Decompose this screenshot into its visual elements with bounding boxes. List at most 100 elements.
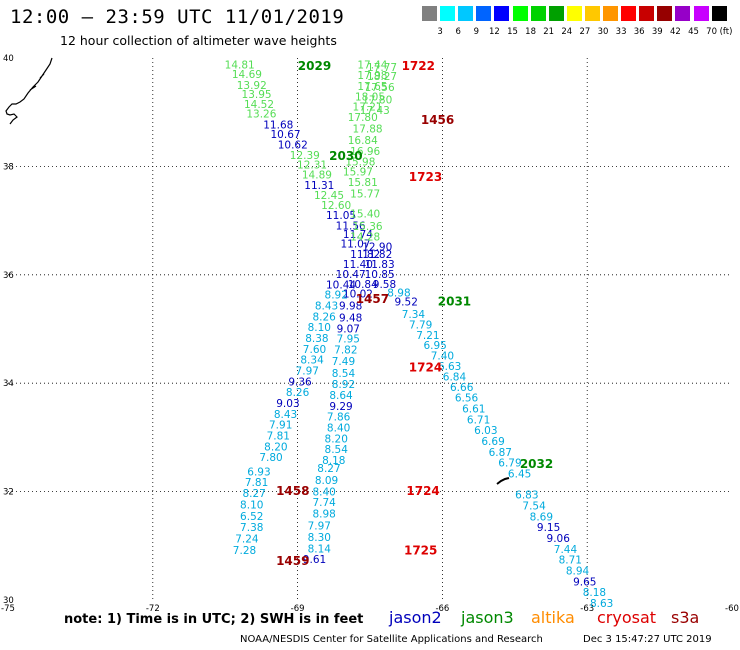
pass-number-label: 1722 xyxy=(402,59,435,73)
colorbar-swatch xyxy=(512,6,528,21)
wave-height-label: 8.20 xyxy=(264,441,287,453)
wave-height-label: 8.63 xyxy=(590,598,613,610)
wave-height-label: 11.56 xyxy=(336,220,366,232)
lat-tick-label: 32 xyxy=(3,488,14,498)
wave-height-label: 9.98 xyxy=(339,300,362,312)
wave-height-label: 8.26 xyxy=(312,311,336,323)
pass-number-label: 2032 xyxy=(520,457,553,471)
wave-height-label: 8.27 xyxy=(242,488,265,500)
coastline-path xyxy=(5,57,53,125)
pass-number-label: 2031 xyxy=(438,295,471,309)
pass-number-label: 1458 xyxy=(276,484,309,498)
wave-height-label: 8.26 xyxy=(286,387,310,399)
wave-height-label: 9.52 xyxy=(395,297,418,309)
pass-number-label: 2030 xyxy=(329,149,362,163)
wave-height-label: 8.94 xyxy=(566,566,590,578)
wave-height-label: 7.21 xyxy=(416,330,439,342)
legend-item-jason3: jason3 xyxy=(461,608,514,627)
lon-tick-label: -72 xyxy=(146,604,160,614)
wave-height-label: 10.67 xyxy=(271,129,301,141)
wave-height-label: 11.82 xyxy=(350,249,380,261)
wave-height-label: 6.66 xyxy=(450,382,474,394)
bermuda-island xyxy=(496,477,510,485)
map-grid xyxy=(8,58,732,600)
wave-height-label: 11.68 xyxy=(263,119,293,131)
colorbar-swatch xyxy=(693,6,709,21)
wave-height-label: 17.56 xyxy=(365,82,395,94)
wave-height-label: 9.36 xyxy=(288,376,312,388)
wave-height-label: 15.77 xyxy=(350,188,380,200)
lon-tick-label: -66 xyxy=(435,604,449,614)
wave-height-label: 17.21 xyxy=(353,102,383,114)
wave-height-label: 17.65 xyxy=(357,81,387,93)
wave-height-label: 13.26 xyxy=(246,109,276,121)
wave-height-label: 8.30 xyxy=(308,532,331,544)
wave-height-label: 6.61 xyxy=(462,403,485,415)
wave-height-label: 14.28 xyxy=(350,232,380,244)
wave-height-label: 10.47 xyxy=(336,269,366,281)
colorbar-label: 33 xyxy=(615,27,627,37)
page-subtitle: 12 hour collection of altimeter wave hei… xyxy=(60,33,337,48)
wave-height-label: 8.98 xyxy=(312,509,335,521)
wave-height-label: 8.40 xyxy=(327,422,350,434)
wave-height-label: 7.28 xyxy=(233,545,256,557)
wave-height-label: 7.60 xyxy=(303,344,326,356)
wave-height-label: 8.71 xyxy=(559,555,582,567)
wave-height-label: 7.74 xyxy=(312,497,336,509)
wave-height-label: 14.81 xyxy=(225,59,255,71)
colorbar-swatch xyxy=(711,6,727,21)
colorbar-label: 24 xyxy=(561,27,573,37)
wave-height-label: 12.39 xyxy=(290,150,320,162)
wave-height-label: 17.43 xyxy=(360,105,390,117)
wave-height-label: 8.09 xyxy=(315,475,338,487)
wave-height-label: 7.86 xyxy=(327,412,351,424)
wave-height-label: 17.80 xyxy=(362,95,392,107)
wave-height-label: 15.97 xyxy=(343,167,373,179)
colorbar-label: 9 xyxy=(473,27,480,37)
wave-height-label: 15.98 xyxy=(345,156,375,168)
wave-height-label: 8.20 xyxy=(325,433,348,445)
pass-number-label: 2029 xyxy=(298,59,331,73)
wave-height-label: 8.14 xyxy=(308,543,332,555)
lon-tick-label: -60 xyxy=(725,604,739,614)
wave-height-label: 17.88 xyxy=(353,123,383,135)
wave-height-label: 8.43 xyxy=(274,409,297,421)
colorbar-swatch xyxy=(530,6,546,21)
lat-tick-label: 38 xyxy=(3,162,14,172)
colorbar-swatch xyxy=(657,6,673,21)
legend-item-cryosat: cryosat xyxy=(597,608,657,627)
colorbar-label: 45 xyxy=(688,27,699,37)
colorbar-label: 15 xyxy=(507,27,518,37)
wave-height-label: 7.40 xyxy=(431,350,454,362)
axis-tick-labels: -75 -72 -69 -66 -63 -60 40 38 36 34 32 30 xyxy=(1,54,739,614)
wave-height-label: 8.92 xyxy=(325,290,348,302)
wave-height-label: 8.38 xyxy=(305,333,328,345)
wave-height-label: 6.52 xyxy=(240,511,263,523)
wave-height-label: 16.84 xyxy=(348,135,378,147)
wave-height-label: 6.83 xyxy=(515,490,538,502)
colorbar-label: 18 xyxy=(525,27,537,37)
pass-number-label: 1725 xyxy=(404,543,437,557)
lon-tick-label: -69 xyxy=(291,604,305,614)
footnote: note: 1) Time is in UTC; 2) SWH is in fe… xyxy=(64,612,364,627)
wave-height-label: 7.24 xyxy=(235,534,259,546)
wave-height-label: 12.45 xyxy=(314,190,344,202)
lat-tick-label: 30 xyxy=(3,596,14,606)
wave-height-label: 9.29 xyxy=(329,401,352,413)
colorbar-swatch xyxy=(476,6,492,21)
wave-height-label: 8.43 xyxy=(315,300,338,312)
pass-number-label: 1459 xyxy=(276,554,309,568)
wave-height-label: 15.36 xyxy=(353,221,383,233)
wave-height-label: 9.65 xyxy=(573,576,596,588)
wave-height-label: 11.74 xyxy=(343,229,373,241)
colorbar-label: 70 xyxy=(706,27,718,37)
wave-height-label: 8.40 xyxy=(312,486,335,498)
wave-height-label: 8.69 xyxy=(530,511,553,523)
pass-number-label: 1456 xyxy=(421,113,454,127)
pass-number-label: 1724 xyxy=(406,484,439,498)
colorbar-swatch xyxy=(422,6,437,21)
wave-height-label: 9.58 xyxy=(373,279,396,291)
colorbar-label: 36 xyxy=(633,27,645,37)
